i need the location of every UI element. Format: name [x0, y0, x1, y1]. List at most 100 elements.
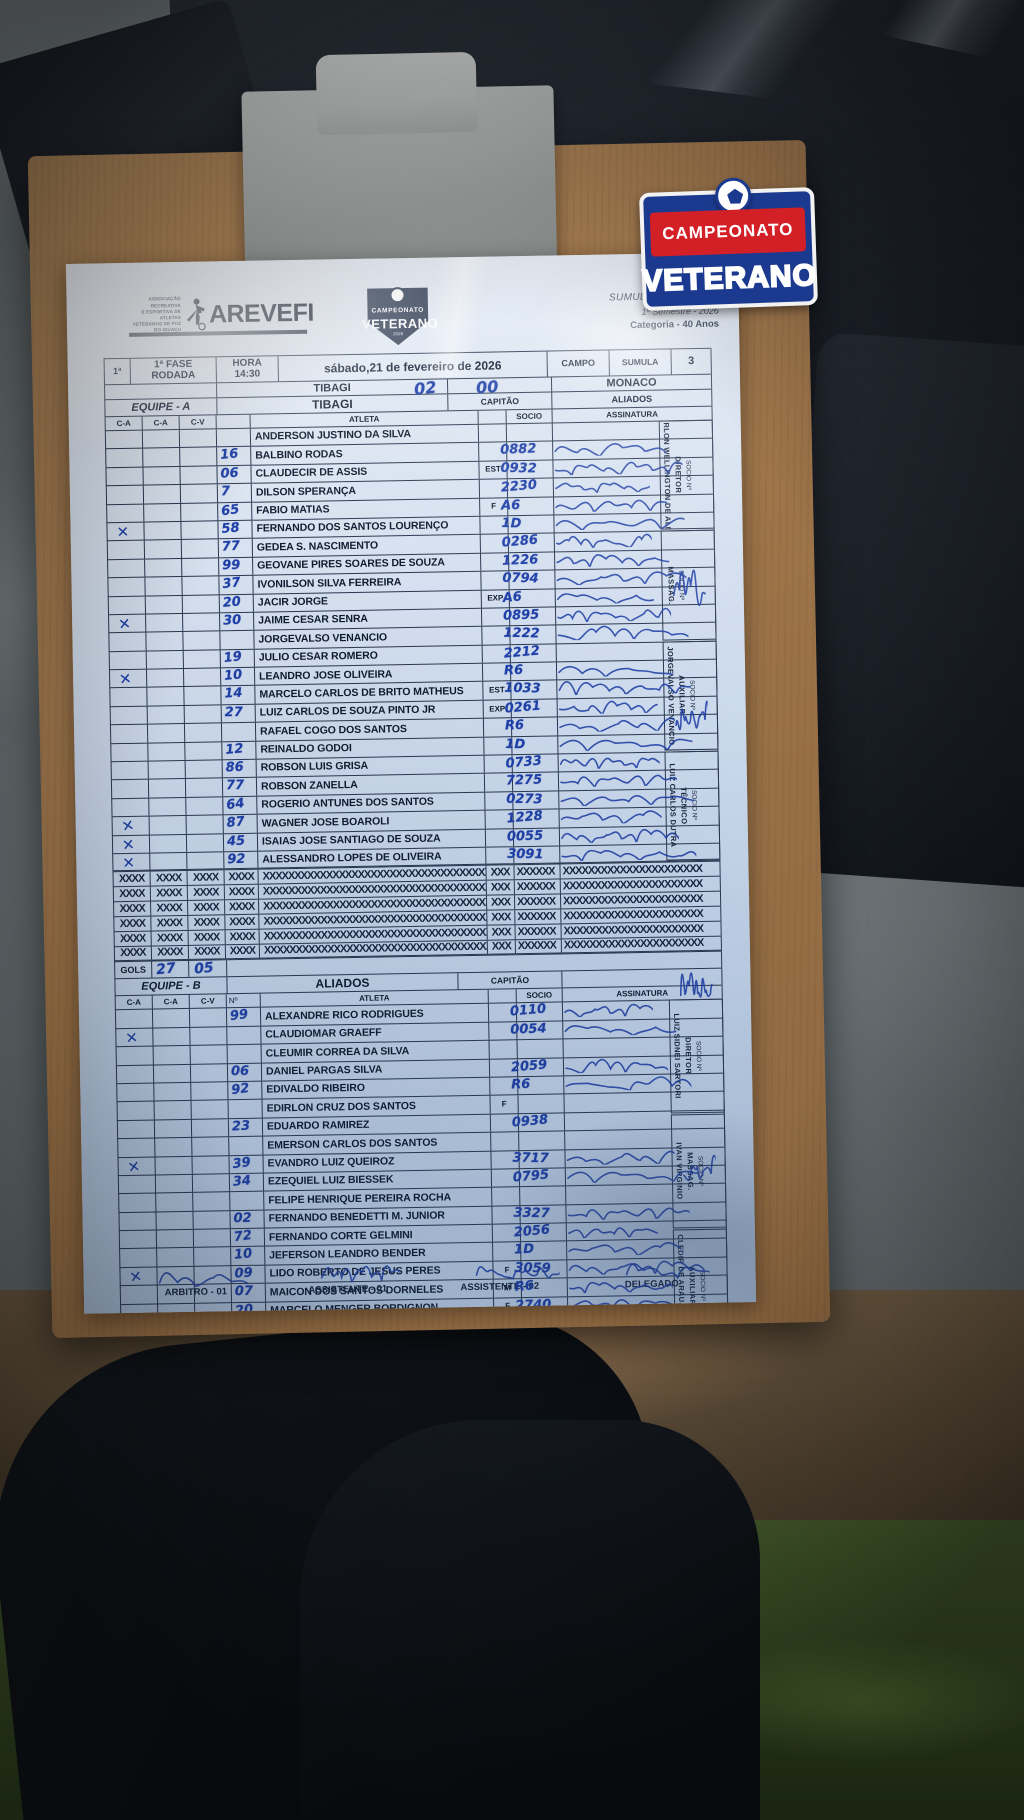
- void-cell: XXXX: [150, 886, 189, 901]
- cell-status: [482, 644, 511, 663]
- official-name: JORGEVALSO VENANCIO: [665, 646, 677, 746]
- cell-ca2: [143, 466, 181, 485]
- official-socio-label: SOCIO Nº: [694, 1041, 703, 1071]
- cell-numero: [220, 649, 255, 668]
- void-cell: XXXX: [187, 885, 226, 901]
- official-role: DIRETOR: [673, 456, 683, 494]
- equipe-b-label: EQUIPE - B: [115, 977, 228, 996]
- cell-cv: [194, 1247, 232, 1266]
- official-role: AUXILIAR: [677, 675, 687, 716]
- cell-socio: [516, 1002, 564, 1021]
- paper-crease: [365, 255, 548, 379]
- col-socio: SOCIO: [506, 409, 553, 424]
- cell-numero: [229, 1173, 265, 1192]
- cell-ca1: [116, 1046, 154, 1065]
- cell-status: [488, 1003, 518, 1022]
- cell-status: [479, 479, 509, 498]
- official-socio-label: SOCIO Nº: [690, 790, 698, 821]
- cell-numero: [222, 741, 257, 760]
- cell-status: [482, 626, 511, 645]
- cell-status: [485, 810, 514, 829]
- cell-status: [480, 534, 509, 553]
- cell-cv: [190, 1063, 229, 1082]
- cell-ca2: [154, 1082, 192, 1101]
- cell-cv: [190, 1027, 228, 1046]
- void-cell: XXXX: [151, 901, 189, 916]
- cell-cv: [182, 594, 220, 613]
- cell-status: EST: [483, 681, 512, 700]
- void-cell: XXXXXXXXXXXXXXXXXXXXXX: [561, 921, 722, 939]
- void-cell: XXX: [487, 910, 516, 926]
- cell-ca2: [145, 558, 183, 577]
- cell-cv: [183, 668, 222, 687]
- cell-ca1: [106, 467, 144, 486]
- cell-cv: [181, 521, 219, 540]
- void-cell: XXXX: [225, 900, 260, 915]
- cell-ca1: [105, 430, 144, 449]
- cell-ca1: [108, 559, 146, 578]
- void-cell: XXXXXXXXXXXXXXXXXXXXXX: [560, 861, 721, 879]
- cell-numero: [227, 1044, 262, 1063]
- cell-numero: [219, 557, 254, 576]
- cell-status: [492, 1224, 522, 1243]
- sumula-number: 3: [671, 348, 712, 375]
- handwritten-x-mark: ✕: [116, 522, 130, 542]
- cell-socio: [511, 699, 558, 718]
- void-cell: XXXXXX: [514, 864, 561, 880]
- sumula-label: SUMULA: [609, 349, 672, 376]
- cell-numero: [223, 796, 258, 815]
- cell-cv: [189, 1008, 228, 1027]
- sumula-table: 1ª 1ª FASE RODADA HORA 14:30 sábado,21 d…: [103, 347, 733, 1314]
- team-b-capitao-label: CAPITÃO: [458, 971, 563, 990]
- cell-numero: [220, 667, 256, 686]
- cell-ca2: [148, 779, 187, 798]
- cell-status: [485, 828, 515, 847]
- cell-status: [492, 1187, 521, 1206]
- cell-numero: [220, 612, 255, 631]
- cell-numero: [222, 759, 257, 778]
- handwritten-x-mark: ✕: [117, 614, 132, 634]
- official-block: JORGEVALSO VENANCIO AUXILIAR SOCIO Nº: [662, 640, 719, 751]
- hora-cell: HORA 14:30: [216, 356, 279, 383]
- cell-numero: [228, 1081, 263, 1100]
- cell-ca1: [107, 540, 146, 559]
- cell-socio: [506, 423, 554, 442]
- cell-ca2: [156, 1229, 195, 1248]
- cell-ca2: [157, 1248, 195, 1267]
- cell-socio: [508, 515, 555, 534]
- cell-status: [481, 552, 510, 571]
- cell-ca2: [144, 521, 182, 540]
- official-socio-label: SOCIO Nº: [684, 459, 692, 490]
- cell-status: F: [480, 497, 509, 516]
- cell-ca1: [110, 688, 148, 707]
- cell-socio: [513, 828, 561, 847]
- cell-numero: [221, 704, 256, 723]
- cell-status: EST: [479, 461, 508, 479]
- cell-ca2: [154, 1119, 193, 1138]
- colb-numero: Nº: [226, 994, 261, 1008]
- cell-ca1: [117, 1083, 155, 1102]
- cell-status: EXP: [483, 700, 512, 718]
- cell-socio: [517, 1039, 564, 1058]
- cell-status: [492, 1205, 521, 1224]
- sticker-red-band: CAMPEONATO: [649, 207, 807, 257]
- cell-cv: [185, 760, 223, 779]
- cell-ca2: [156, 1211, 194, 1230]
- cell-cv: [180, 484, 219, 503]
- cell-status: [490, 1113, 520, 1132]
- void-cell: XXX: [486, 895, 516, 911]
- cell-cv: [191, 1118, 230, 1137]
- runner-icon: [184, 298, 207, 332]
- cell-status: [478, 424, 508, 443]
- cell-cv: [192, 1137, 230, 1156]
- official-role: MASSAG.: [666, 565, 676, 605]
- cell-status: [483, 718, 513, 737]
- cell-cv: [183, 649, 221, 669]
- cell-status: F: [490, 1095, 519, 1114]
- void-cell: XXXXXXXXXXXXXXXXXXXXXX: [561, 906, 722, 924]
- campo-label: CAMPO: [547, 350, 610, 377]
- cell-ca2: [152, 1009, 191, 1028]
- cell-cv: [183, 631, 221, 650]
- sticker-blue-band: VETERANO: [641, 253, 819, 305]
- cell-cv: [182, 558, 220, 577]
